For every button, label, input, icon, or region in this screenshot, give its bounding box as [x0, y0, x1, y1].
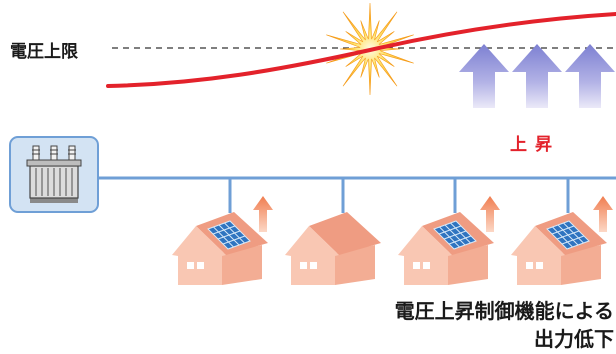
house-icon [511, 212, 607, 285]
pv-output-arrow [593, 196, 613, 232]
house-body [511, 212, 607, 285]
house-body [172, 212, 268, 285]
transformer-bushings [32, 145, 76, 161]
voltage-rise-arrow [459, 44, 509, 108]
pv-output-arrow [480, 196, 500, 232]
voltage-curve [106, 12, 616, 88]
house-body [398, 212, 494, 285]
house-icon [398, 212, 494, 285]
rise-label: 上昇 [510, 135, 560, 155]
transformer-icon [9, 136, 99, 213]
distribution-line [98, 176, 616, 213]
transformer-fins [35, 168, 73, 196]
voltage-rise-arrow [512, 44, 562, 108]
pv-output-arrow [253, 196, 273, 232]
caption-line-1: 電圧上昇制御機能による [395, 299, 614, 323]
caption-line-2: 出力低下 [534, 327, 614, 351]
house-icon [172, 212, 268, 285]
house-body [285, 212, 381, 285]
house-icon [285, 212, 381, 285]
transformer-lid [26, 159, 82, 167]
voltage-upper-limit-label: 電圧上限 [10, 42, 78, 62]
transformer-base [30, 198, 78, 203]
voltage-rise-arrow [565, 44, 615, 108]
